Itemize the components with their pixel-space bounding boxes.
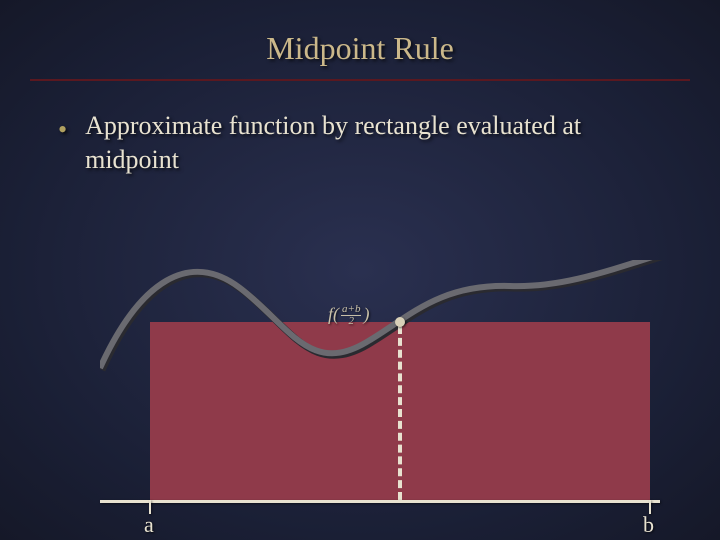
- function-value-label: f(a+b2): [328, 304, 369, 327]
- tick-label-a: a: [144, 512, 154, 538]
- frac-denominator: 2: [341, 316, 361, 327]
- midpoint-marker: [395, 317, 405, 327]
- tick-label-b: b: [643, 512, 654, 538]
- bullet-item: • Approximate function by rectangle eval…: [50, 109, 670, 177]
- slide-title: Midpoint Rule: [0, 0, 720, 67]
- x-axis: [100, 500, 660, 503]
- midpoint-dashed-line: [398, 326, 402, 500]
- bullet-dot-icon: •: [58, 113, 67, 147]
- midpoint-diagram: f(a+b2) a b: [100, 260, 660, 522]
- bullet-list: • Approximate function by rectangle eval…: [0, 81, 720, 177]
- func-f: f: [328, 304, 333, 324]
- bullet-text: Approximate function by rectangle evalua…: [85, 109, 670, 177]
